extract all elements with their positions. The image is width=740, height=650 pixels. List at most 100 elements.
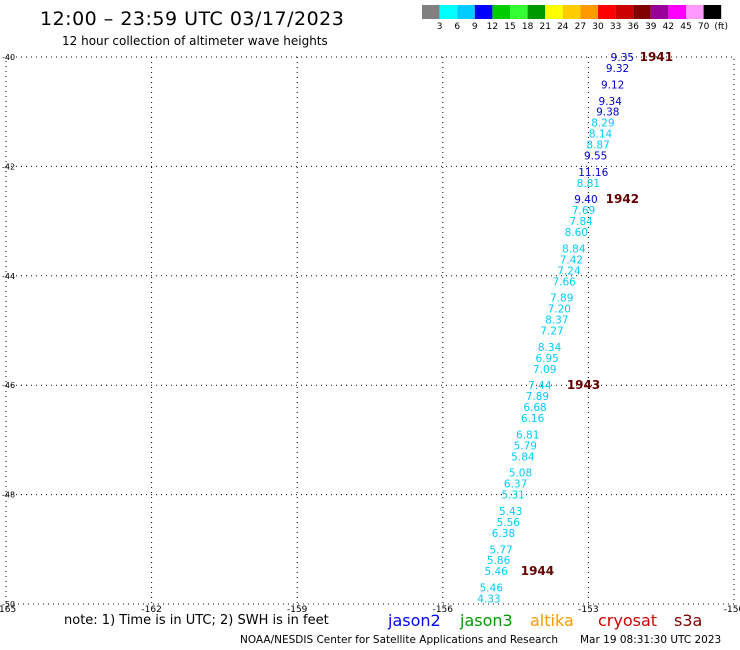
swh-value: 5.84 [511, 451, 535, 463]
colorbar-label: 18 [522, 22, 534, 32]
swh-value: 7.42 [560, 254, 583, 266]
colorbar-label: 21 [539, 22, 550, 32]
swh-value: 8.60 [565, 227, 588, 239]
colorbar-label: 9 [472, 22, 478, 32]
colorbar-label: 24 [557, 22, 569, 32]
colorbar-label: 36 [627, 22, 639, 32]
y-tick-label: -42 [2, 162, 15, 171]
swh-value: 8.37 [545, 315, 568, 327]
swh-value: 7.66 [552, 276, 576, 288]
swh-value: 4.33 [477, 594, 500, 606]
swh-value: 6.37 [504, 479, 527, 491]
colorbar-label: 42 [663, 22, 674, 32]
swh-value: 6.16 [521, 413, 545, 425]
colorbar-swatch [686, 5, 704, 19]
swh-value: 5.46 [480, 583, 504, 595]
y-tick-label: -40 [2, 53, 15, 62]
colorbar-label: 6 [454, 22, 460, 32]
colorbar-label: 27 [575, 22, 586, 32]
note-text: note: 1) Time is in UTC; 2) SWH is in fe… [64, 613, 329, 628]
time-label: 1942 [606, 192, 639, 206]
colorbar-swatch [650, 5, 669, 19]
colorbar-label: 30 [592, 22, 604, 32]
page-subtitle: 12 hour collection of altimeter wave hei… [62, 34, 328, 48]
swh-value: 7.84 [569, 216, 593, 228]
colorbar-label: 39 [645, 22, 657, 32]
swh-value: 8.14 [589, 129, 613, 141]
swh-value: 8.34 [538, 342, 562, 354]
colorbar-swatch [562, 5, 581, 19]
colorbar-swatch [703, 5, 722, 19]
swh-value: 5.77 [489, 544, 512, 556]
swh-value: 5.79 [514, 440, 537, 452]
x-tick-label: -159 [287, 605, 308, 615]
swh-value: 7.24 [557, 265, 581, 277]
swh-value: 11.16 [578, 167, 608, 179]
swh-value: 7.27 [540, 326, 563, 338]
y-tick-label: -46 [2, 381, 15, 390]
legend-item-s3a: s3a [674, 611, 703, 630]
swh-value: 8.84 [562, 243, 586, 255]
colorbar-swatch [668, 5, 686, 19]
swh-value: 9.55 [584, 150, 607, 162]
swh-value: 9.12 [601, 79, 624, 91]
wave-height-colorbar: 3 6 9 12 15 18 21 24 27 30 33 36 39 42 45 70 (ft) [422, 5, 728, 32]
timestamp-text: Mar 19 08:31:30 UTC 2023 [580, 634, 722, 646]
colorbar-swatch [598, 5, 616, 19]
swh-value: 5.08 [509, 468, 532, 480]
swh-value: 7.09 [533, 364, 556, 376]
x-tick-label: -153 [578, 605, 598, 615]
y-tick-label: -44 [2, 272, 15, 281]
colorbar-label: 3 [437, 22, 443, 32]
swh-value: 5.86 [487, 555, 511, 567]
y-tick-label: -48 [2, 491, 15, 500]
colorbar-swatch [580, 5, 598, 19]
colorbar-swatch [439, 5, 458, 19]
time-label: 1943 [567, 378, 600, 392]
colorbar-label: (ft) [714, 22, 728, 32]
credit-text: NOAA/NESDIS Center for Satellite Applica… [240, 634, 558, 646]
x-tick-label: -150 [724, 605, 740, 615]
x-tick-label: -165 [0, 605, 16, 615]
swh-value: 9.38 [596, 107, 619, 119]
colorbar-label: 15 [504, 22, 515, 32]
swh-value: 6.81 [516, 429, 539, 441]
swh-value: 5.31 [501, 490, 524, 502]
legend-item-jason2: jason2 [388, 611, 441, 630]
colorbar-swatch [510, 5, 528, 19]
swh-value: 9.35 [611, 52, 634, 64]
colorbar-swatch [615, 5, 634, 19]
colorbar-swatch [545, 5, 563, 19]
x-tick-label: -156 [433, 605, 454, 615]
swh-value: 7.89 [526, 391, 549, 403]
time-label: 1941 [640, 50, 673, 64]
swh-value: 7.44 [528, 380, 552, 392]
legend-item-altika: altika [530, 611, 574, 630]
swh-value: 9.34 [599, 96, 623, 108]
x-tick-label: -162 [141, 605, 161, 615]
colorbar-swatch [422, 5, 440, 19]
swh-value: 7.20 [548, 304, 571, 316]
map-frame [5, 56, 735, 605]
time-label: 1944 [521, 564, 554, 578]
swh-value: 7.89 [550, 293, 573, 305]
swh-value: 7.69 [572, 205, 595, 217]
swh-value: 8.29 [591, 118, 614, 130]
swh-value: 8.87 [586, 140, 609, 152]
legend-item-jason3: jason3 [460, 611, 513, 630]
swh-value: 6.68 [523, 402, 546, 414]
page-title: 12:00 – 23:59 UTC 03/17/2023 [40, 8, 345, 30]
colorbar-label: 33 [610, 22, 621, 32]
colorbar-swatch [633, 5, 651, 19]
colorbar-swatch [457, 5, 475, 19]
swh-value: 5.46 [484, 566, 508, 578]
swh-value: 5.43 [499, 506, 522, 518]
colorbar-swatch [474, 5, 493, 19]
colorbar-swatch [527, 5, 546, 19]
swh-value: 9.32 [606, 63, 629, 75]
colorbar-label: 12 [487, 22, 498, 32]
swh-value: 6.95 [535, 353, 558, 365]
swh-value: 9.40 [574, 194, 597, 206]
colorbar-label: 45 [680, 22, 691, 32]
